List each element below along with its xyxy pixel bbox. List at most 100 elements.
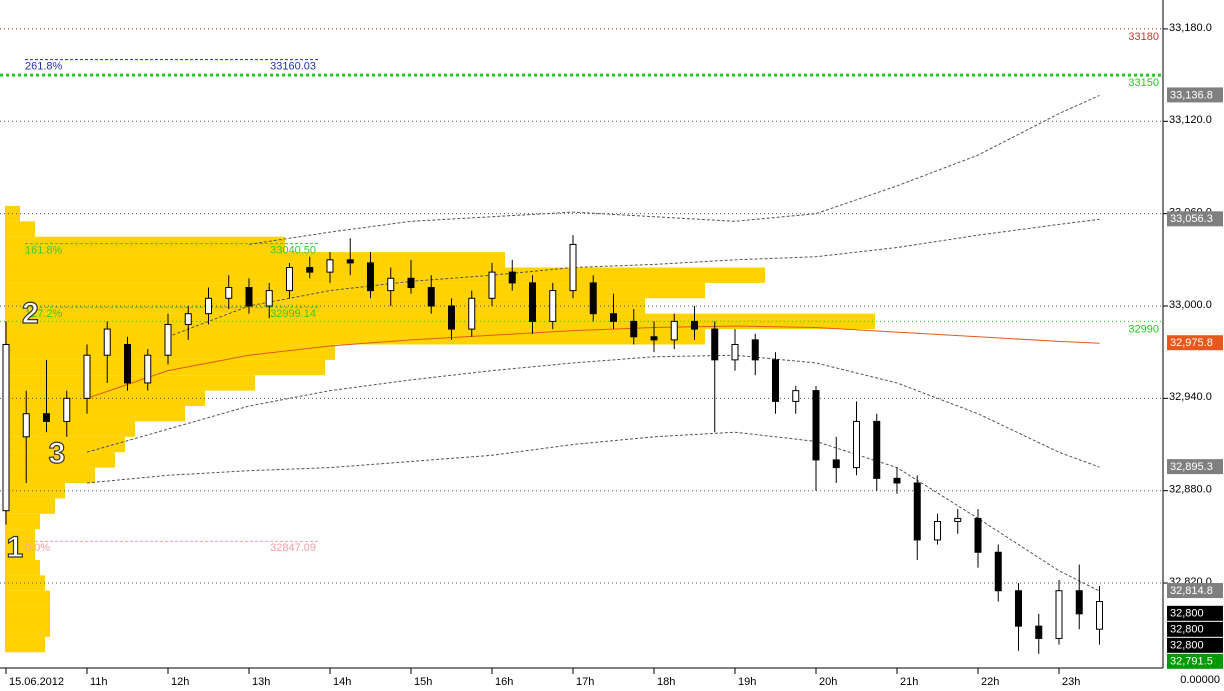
candle-body (1055, 590, 1063, 639)
level-label: 32990 (1128, 323, 1159, 335)
price-box (1167, 211, 1223, 227)
volume-bar (5, 513, 40, 530)
x-tick-label: 17h (576, 676, 594, 688)
candle-body (83, 354, 91, 399)
fib-ratio: 261.8% (25, 61, 63, 73)
price-box (1167, 637, 1223, 653)
bottom-label: 0.00000 (1180, 674, 1220, 686)
volume-bar (5, 498, 55, 514)
candle-body (751, 339, 759, 361)
candle-body (711, 328, 719, 361)
price-label: 33,056.3 (1170, 213, 1213, 225)
fib-price: 33040.50 (270, 245, 316, 257)
candle-body (731, 343, 739, 361)
fib-ratio: 161.8% (25, 245, 63, 257)
y-tick-label: 33,180.0 (1169, 22, 1212, 34)
price-label: 32,975.8 (1170, 337, 1213, 349)
candle-body (852, 420, 860, 469)
candle-body (1035, 625, 1043, 639)
price-label: 32,895.3 (1170, 461, 1213, 473)
candle-body (123, 343, 131, 384)
x-tick-label: 12h (171, 676, 189, 688)
candle-body (346, 259, 354, 264)
candle-body (1014, 590, 1022, 627)
fib-price: 32847.09 (270, 542, 316, 554)
candle-body (569, 243, 577, 292)
x-tick-label: 18h (657, 676, 675, 688)
price-box (1167, 605, 1223, 621)
y-tick-label: 33,120.0 (1169, 114, 1212, 126)
price-box (1167, 653, 1223, 669)
candle-body (690, 320, 698, 330)
candle-body (1095, 601, 1103, 630)
x-tick-label: 16h (495, 676, 513, 688)
price-box (1167, 583, 1223, 599)
candle-body (22, 413, 30, 438)
candle-body (771, 359, 779, 402)
fib-ratio: 0.0% (25, 542, 50, 554)
x-tick-label: 23h (1062, 676, 1080, 688)
price-box (1167, 87, 1223, 103)
candle-body (184, 313, 192, 325)
volume-bar (5, 482, 65, 499)
candle-body (326, 259, 334, 273)
price-label: 32,814.8 (1170, 585, 1213, 597)
candle-body (913, 482, 921, 541)
candle-body (103, 328, 111, 356)
volume-bar (5, 421, 135, 437)
candle-body (204, 297, 212, 315)
band-line (86, 431, 1100, 592)
candle-body (2, 343, 10, 512)
candle-body (225, 287, 233, 299)
fib-price: 32999.14 (270, 308, 316, 320)
volume-bar (5, 221, 35, 237)
candle-body (407, 277, 415, 289)
x-tick-label: 20h (819, 676, 837, 688)
candle-body (285, 267, 293, 292)
candle-body (792, 390, 800, 402)
x-tick-label: 11h (90, 676, 108, 688)
candle-body (893, 477, 901, 484)
candle-body (832, 459, 840, 469)
candle-body (63, 397, 71, 422)
candle-body (609, 313, 617, 322)
x-tick-label: 22h (981, 676, 999, 688)
volume-bar (5, 636, 45, 653)
volume-bar (5, 621, 50, 637)
candle-body (387, 277, 395, 292)
price-box (1167, 335, 1223, 351)
candle-body (488, 271, 496, 299)
x-tick-label: 15h (414, 676, 432, 688)
candle-body (306, 267, 314, 273)
volume-bar (5, 452, 115, 468)
candle-body (366, 262, 374, 292)
candle-body (994, 551, 1002, 592)
volume-bar (5, 606, 50, 622)
candle-body (245, 287, 253, 307)
level-label: 33180 (1128, 31, 1159, 43)
volume-bar (5, 544, 35, 560)
price-label: 32,800 (1170, 624, 1204, 636)
fib-ratio: 127.2% (25, 308, 63, 320)
candle-body (164, 323, 172, 356)
candle-body (468, 297, 476, 330)
candle-body (650, 336, 658, 341)
volume-bar (5, 529, 35, 545)
price-label: 32,791.5 (1170, 656, 1213, 668)
candle-body (265, 290, 273, 307)
candle-body (508, 271, 516, 284)
candle-body (1075, 590, 1083, 615)
band-line (86, 354, 1100, 468)
candle-body (670, 320, 678, 341)
candle-body (42, 413, 50, 422)
price-label: 32,800 (1170, 640, 1204, 652)
candle-body (528, 282, 536, 322)
x-tick-label: 21h (900, 676, 918, 688)
level-label: 33150 (1128, 77, 1159, 89)
volume-bar (5, 236, 285, 253)
volume-bar (5, 467, 95, 483)
candle-body (447, 305, 455, 330)
price-label: 33,136.8 (1170, 89, 1213, 101)
